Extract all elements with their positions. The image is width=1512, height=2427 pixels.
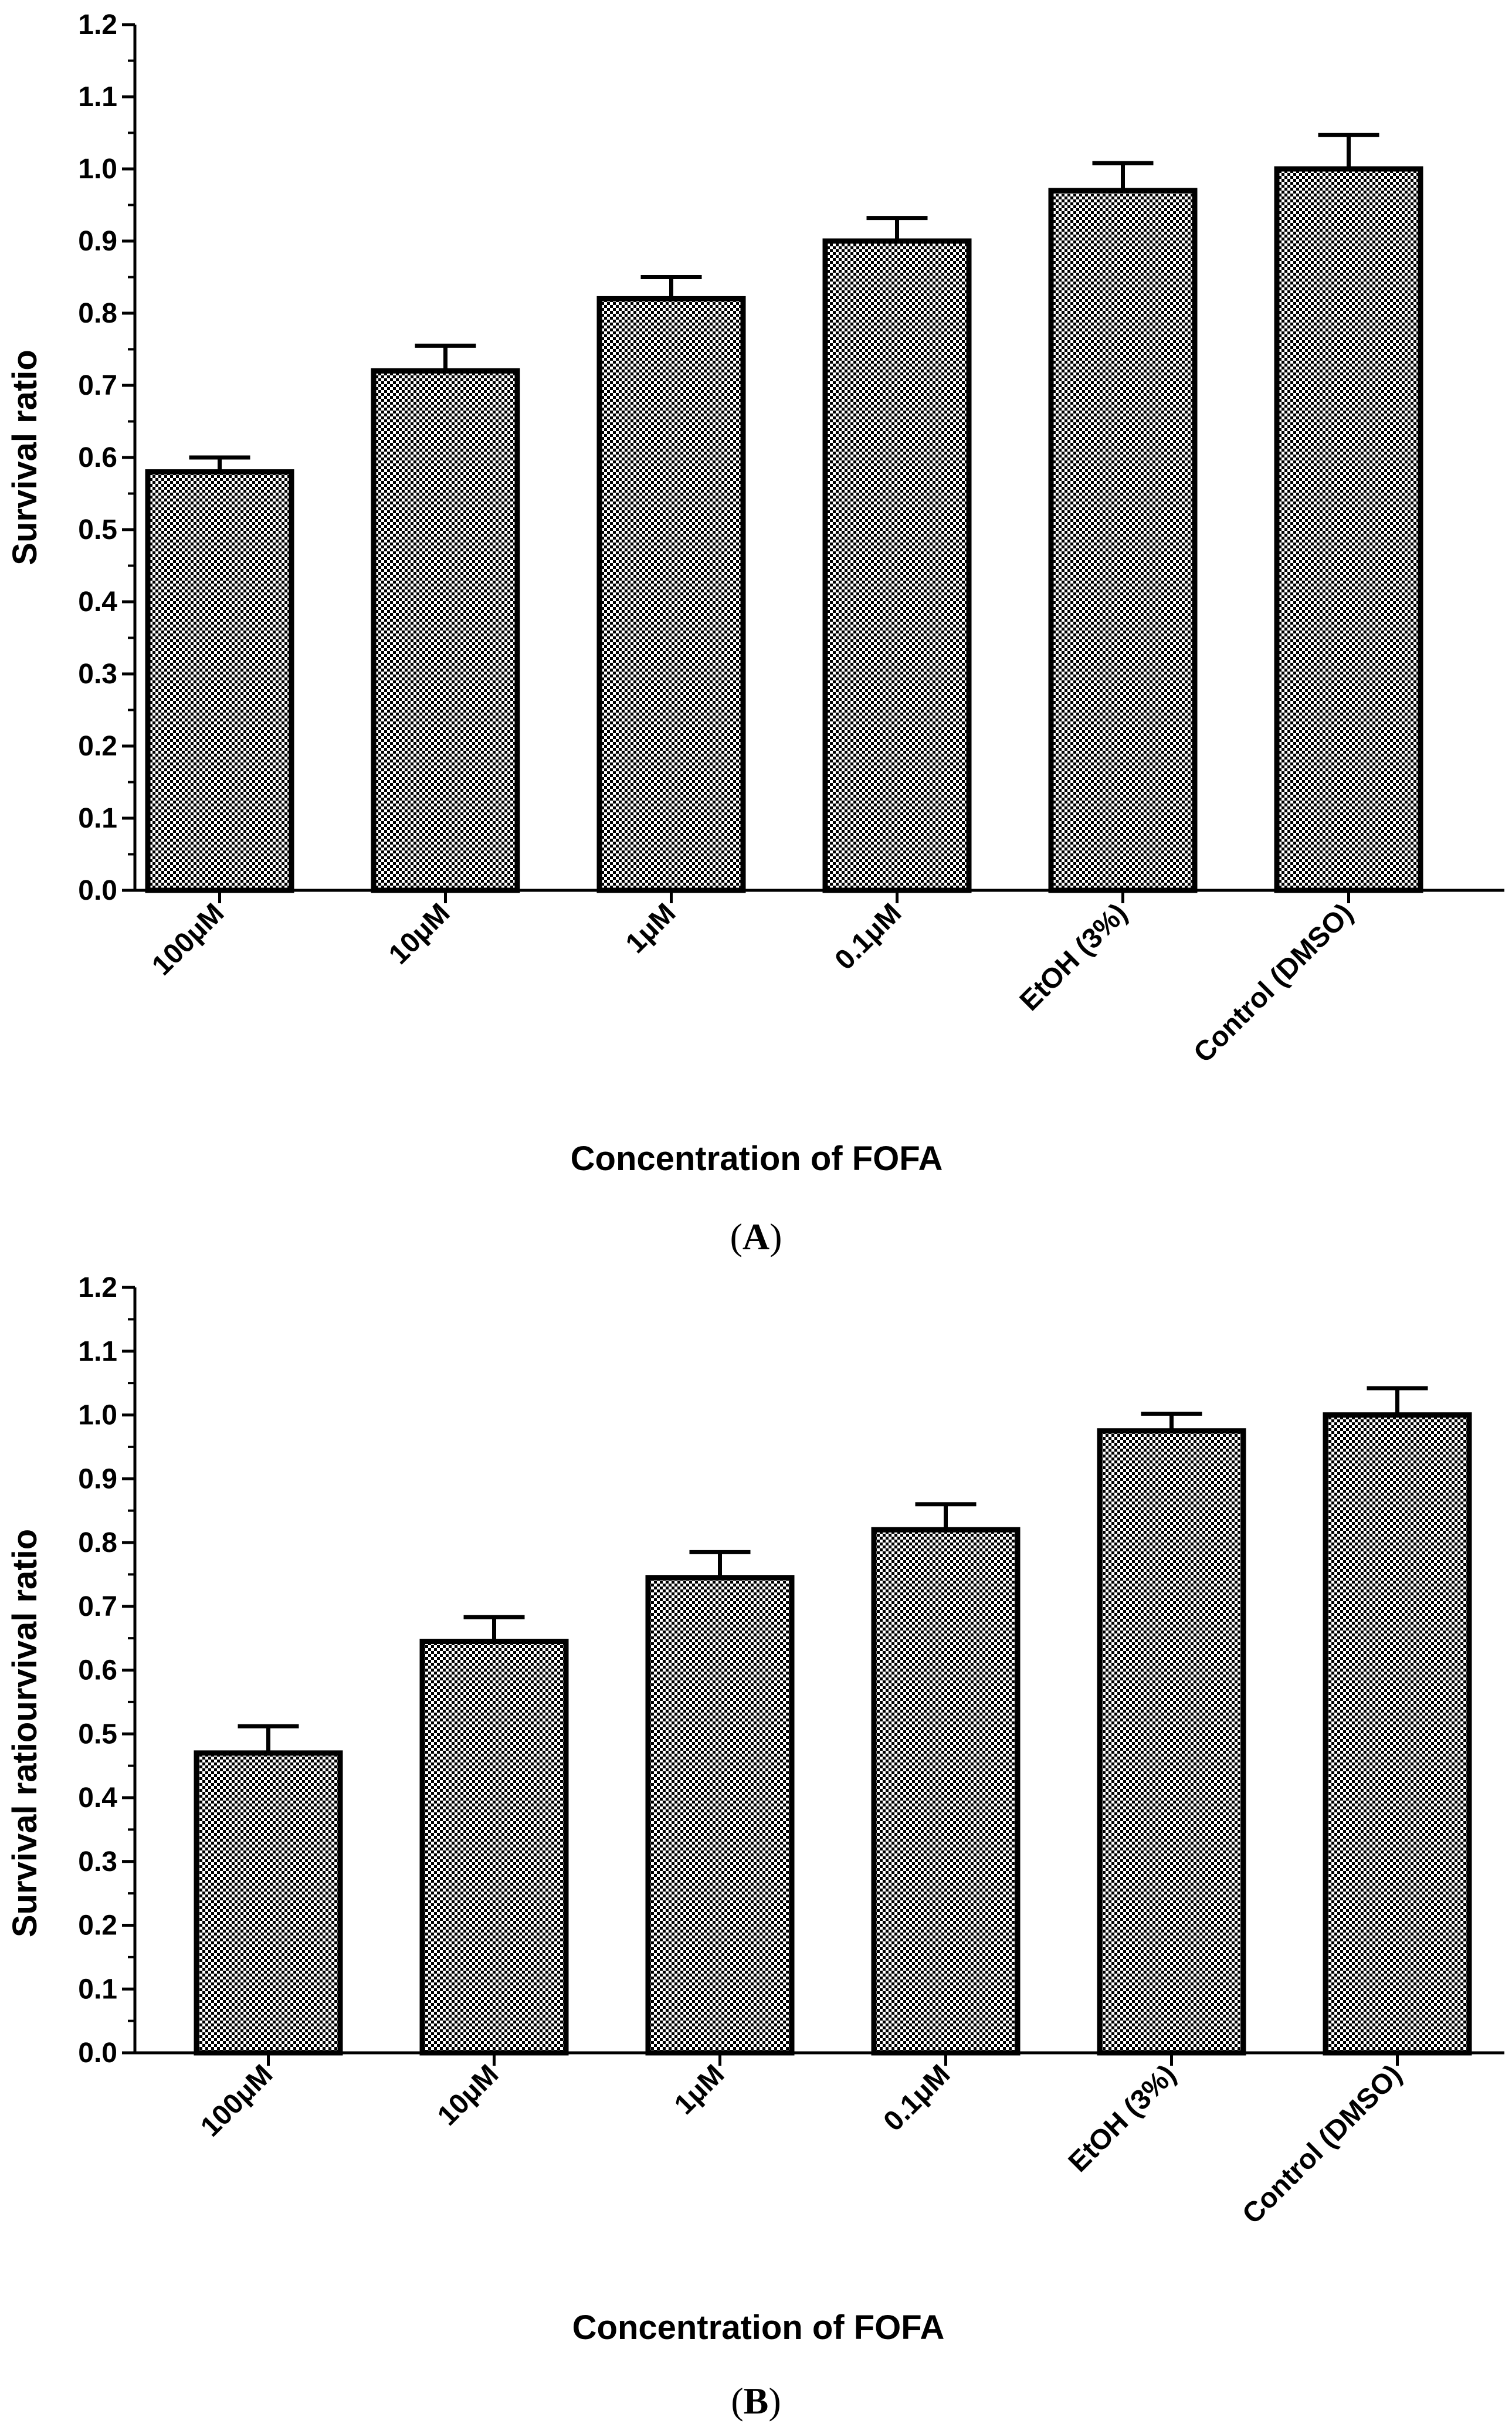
chart-panel-a: Survival ratio Concentration of FOFA (A)… (6, 9, 1504, 1257)
y-tick-label: 0.4 (78, 587, 117, 618)
x-category-label: 10μM (383, 897, 456, 970)
y-tick-label: 0.7 (78, 1591, 117, 1622)
x-category-label: 0.1μM (878, 2059, 957, 2137)
y-tick-label: 0.1 (78, 803, 117, 834)
y-tick-label: 1.0 (78, 1400, 117, 1431)
y-axis-title: Survival ratiourvival ratio (6, 1529, 44, 1937)
bar (1274, 166, 1423, 893)
bar (1323, 1412, 1472, 2056)
y-tick-label: 0.3 (78, 659, 117, 690)
y-tick-label: 1.1 (78, 82, 117, 113)
x-category-label: 0.1μM (829, 897, 908, 976)
bar (596, 296, 746, 893)
y-tick-label: 0.6 (78, 442, 117, 473)
y-tick-label: 0.8 (78, 298, 117, 329)
x-category-label: 1μM (669, 2059, 730, 2120)
y-tick-label: 0.8 (78, 1527, 117, 1558)
bar (371, 368, 520, 893)
x-category-label: EtOH (3%) (1014, 897, 1133, 1016)
y-tick-label: 1.1 (78, 1336, 117, 1367)
y-tick-label: 0.5 (78, 1718, 117, 1750)
x-category-label: 1μM (620, 897, 682, 959)
bar (194, 1750, 343, 2056)
x-axis-title: Concentration of FOFA (572, 2309, 945, 2347)
x-category-label: 10μM (432, 2059, 504, 2131)
y-tick-label: 0.1 (78, 1974, 117, 2005)
bar (1048, 188, 1198, 893)
y-tick-label: 0.9 (78, 1463, 117, 1494)
panel-label: (B) (731, 2380, 781, 2422)
x-category-label: 100μM (146, 897, 230, 981)
panel-label: (A) (730, 1216, 782, 1257)
y-tick-label: 0.4 (78, 1782, 117, 1814)
x-category-label: Control (DMSO) (1188, 897, 1359, 1069)
y-axis-title: Survival ratio (6, 350, 44, 565)
y-tick-label: 0.3 (78, 1846, 117, 1877)
bar (822, 238, 972, 893)
bar (419, 1639, 569, 2056)
x-category-label: 100μM (195, 2059, 279, 2143)
x-axis-title: Concentration of FOFA (571, 1140, 943, 1178)
y-tick-label: 0.2 (78, 731, 117, 762)
x-category-label: Control (DMSO) (1236, 2059, 1408, 2230)
chart-panel-b: Survival ratiourvival ratio Concentratio… (6, 1272, 1504, 2422)
bar (1097, 1428, 1246, 2056)
y-tick-label: 1.2 (78, 1272, 117, 1303)
y-tick-label: 1.2 (78, 9, 117, 40)
bar (145, 469, 294, 893)
y-tick-label: 0.5 (78, 514, 117, 545)
bar (871, 1527, 1021, 2056)
y-tick-label: 0.6 (78, 1655, 117, 1686)
bar (645, 1575, 795, 2056)
y-tick-label: 0.0 (78, 875, 117, 906)
y-tick-label: 1.0 (78, 154, 117, 185)
y-tick-label: 0.2 (78, 1910, 117, 1941)
y-tick-label: 0.9 (78, 226, 117, 257)
y-tick-label: 0.0 (78, 2038, 117, 2069)
y-tick-label: 0.7 (78, 370, 117, 401)
x-category-label: EtOH (3%) (1063, 2059, 1182, 2178)
